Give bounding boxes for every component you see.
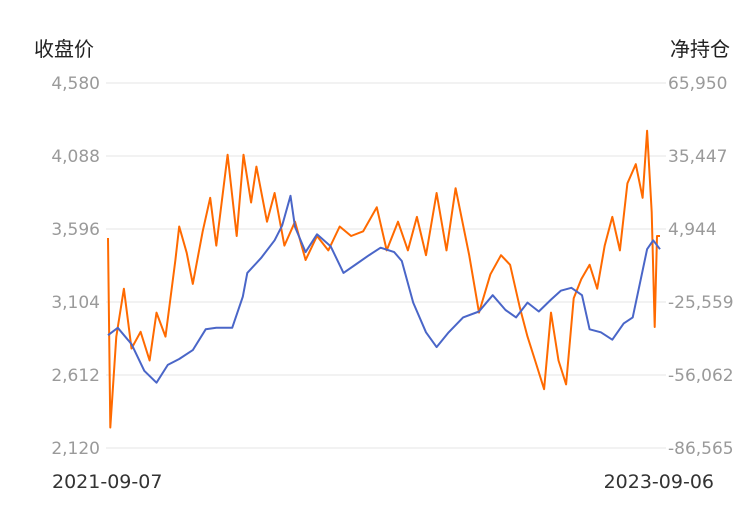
left-tick-label: 4,580 [51, 74, 100, 94]
left-tick-label: 2,120 [51, 439, 100, 459]
right-tick-label: 35,447 [668, 147, 727, 167]
x-end-label: 2023-09-06 [604, 471, 714, 493]
right-tick-label: -56,062 [668, 366, 734, 386]
series-lines [107, 129, 661, 429]
right-tick-label: 4,944 [668, 220, 717, 240]
left-axis-title: 收盘价 [34, 37, 94, 61]
x-start-label: 2021-09-07 [52, 471, 162, 493]
right-tick-label: -86,565 [668, 439, 734, 459]
left-tick-label: 3,104 [51, 293, 100, 313]
left-tick-label: 2,612 [51, 366, 100, 386]
left-tick-label: 4,088 [51, 147, 100, 167]
right-tick-label: 65,950 [668, 74, 727, 94]
close-price-line [107, 194, 661, 384]
right-axis-ticks: 65,950 35,447 4,944 -25,559 -56,062 -86,565 [668, 74, 734, 459]
left-axis-ticks: 4,580 4,088 3,596 3,104 2,612 2,120 [51, 74, 100, 459]
left-tick-label: 3,596 [51, 220, 100, 240]
grid-lines [106, 82, 666, 449]
right-tick-label: -25,559 [668, 293, 734, 313]
net-position-line [107, 129, 660, 429]
right-axis-title: 净持仓 [670, 37, 730, 61]
